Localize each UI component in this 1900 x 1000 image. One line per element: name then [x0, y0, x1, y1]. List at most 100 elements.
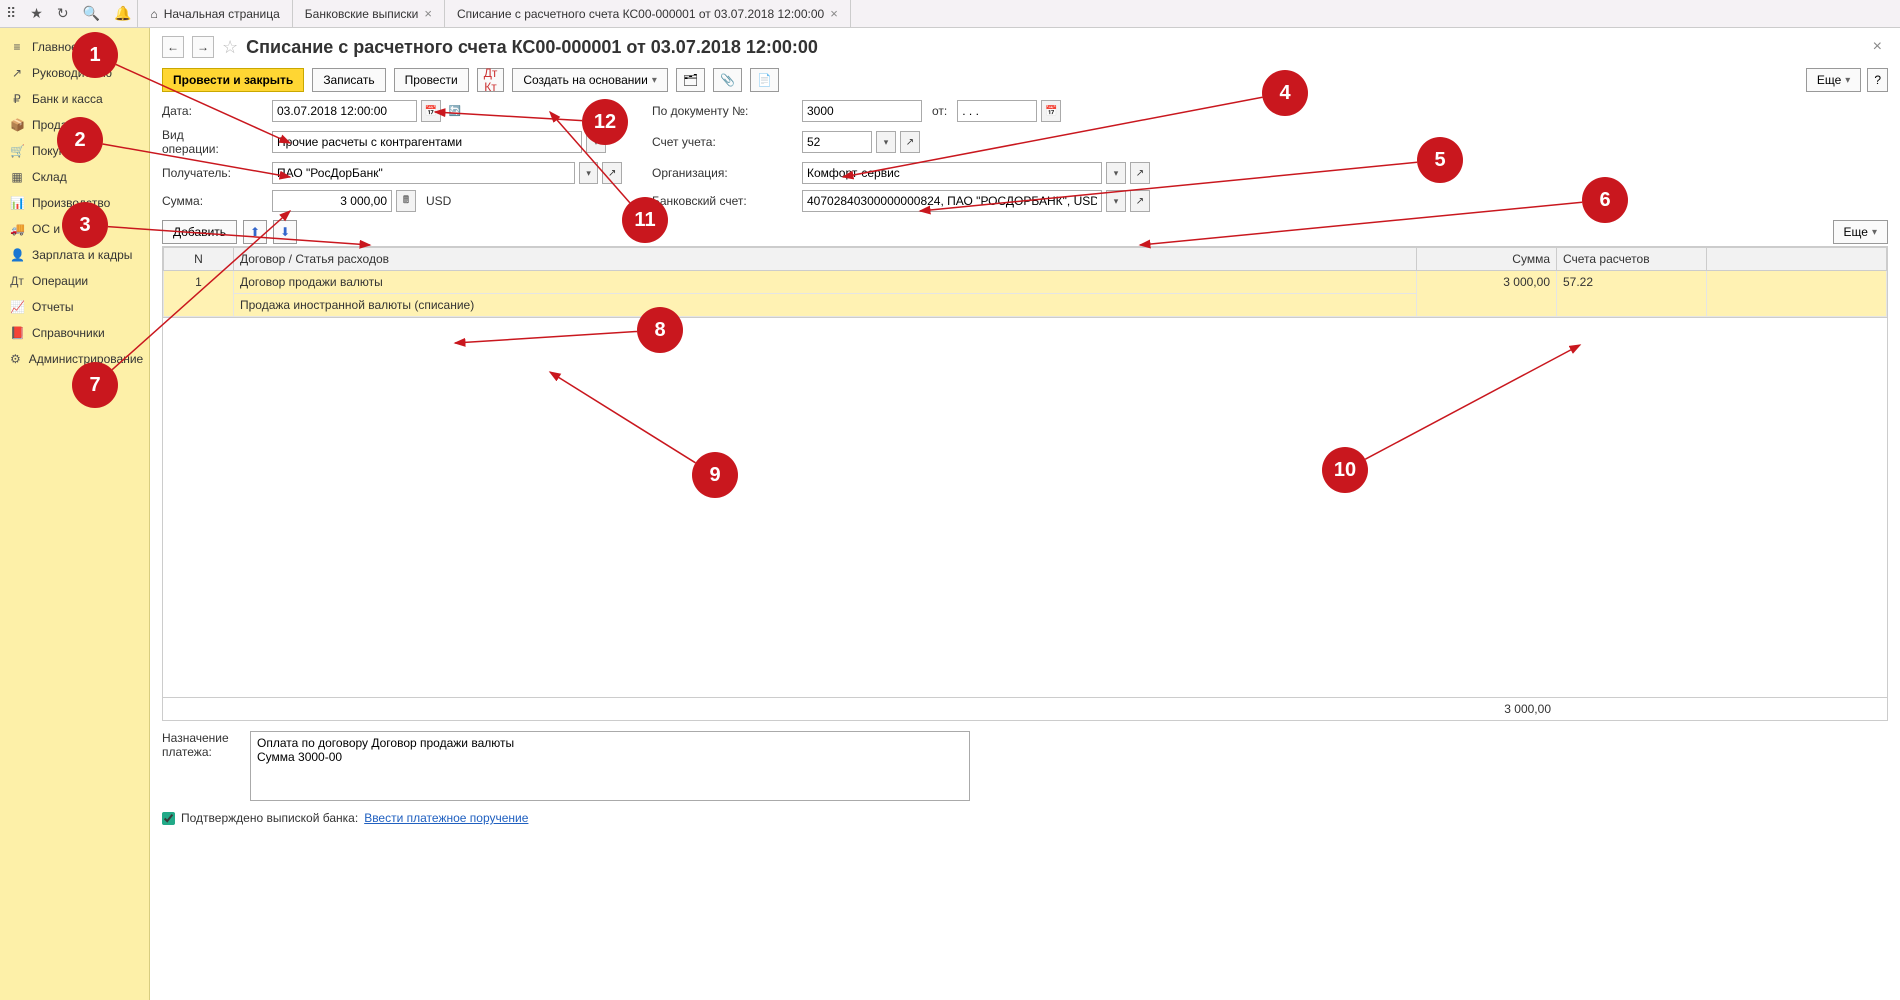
sidebar-item-label: Справочники [32, 326, 105, 340]
nav-forward-button[interactable]: → [192, 36, 214, 58]
callout-9: 9 [692, 452, 738, 498]
org-open-button[interactable]: ↗ [1130, 162, 1150, 184]
table-footer: 3 000,00 [162, 698, 1888, 721]
sum-input[interactable] [272, 190, 392, 212]
confirmed-checkbox[interactable] [162, 812, 175, 825]
sidebar-item-label: Главное [32, 40, 78, 54]
refresh-date-button[interactable]: 🔄 [445, 100, 465, 122]
post-and-close-button[interactable]: Провести и закрыть [162, 68, 304, 92]
post-button[interactable]: Провести [394, 68, 469, 92]
docnum-label: По документу №: [652, 104, 772, 118]
cell-sum[interactable]: 3 000,00 [1417, 271, 1557, 317]
trend-icon: ↗ [10, 66, 24, 80]
book-icon: 📕 [10, 326, 24, 340]
payee-dropdown-button[interactable] [579, 162, 599, 184]
dtkt-icon: Дт [10, 274, 24, 288]
sidebar-item-admin[interactable]: ⚙Администрирование [0, 346, 149, 372]
acct-label: Счет учета: [652, 135, 772, 149]
org-input[interactable] [802, 162, 1102, 184]
table-row[interactable]: 1 Договор продажи валюты 3 000,00 57.22 [164, 271, 1887, 294]
close-icon[interactable]: × [424, 6, 432, 21]
acct-dropdown-button[interactable] [876, 131, 896, 153]
tab-bank-statements[interactable]: Банковские выписки × [293, 0, 445, 27]
dtkt-button[interactable]: ДтКт [477, 68, 505, 92]
nav-back-button[interactable]: ← [162, 36, 184, 58]
table-more-button[interactable]: Еще [1833, 220, 1888, 244]
cell-n: 1 [164, 271, 234, 317]
favorite-star-icon[interactable]: ☆ [222, 37, 238, 58]
bank-input[interactable] [802, 190, 1102, 212]
gear-icon: ⚙ [10, 352, 21, 366]
memo-textarea[interactable] [250, 731, 970, 801]
from-date-input[interactable] [957, 100, 1037, 122]
currency-label: USD [426, 194, 451, 208]
sidebar-item-warehouse[interactable]: ▦Склад [0, 164, 149, 190]
col-extra[interactable] [1707, 248, 1887, 271]
callout-5: 5 [1417, 137, 1463, 183]
cell-expense[interactable]: Продажа иностранной валюты (списание) [234, 294, 1417, 317]
sidebar-item-label: Зарплата и кадры [32, 248, 132, 262]
calc-button[interactable]: 🖩 [396, 190, 416, 212]
cell-contract[interactable]: Договор продажи валюты [234, 271, 1417, 294]
move-down-button[interactable]: ⬇ [273, 220, 297, 244]
chart-icon: 📊 [10, 196, 24, 210]
sidebar: ≡Главное ↗Руководителю ₽Банк и касса 📦Пр… [0, 28, 150, 1000]
calendar-button[interactable]: 📅 [421, 100, 441, 122]
sum-label: Сумма: [162, 194, 242, 208]
search-icon[interactable]: 🔍 [83, 5, 100, 22]
bank-dropdown-button[interactable] [1106, 190, 1126, 212]
more-button[interactable]: Еще [1806, 68, 1861, 92]
tab-document[interactable]: Списание с расчетного счета КС00-000001 … [445, 0, 851, 27]
callout-7: 7 [72, 362, 118, 408]
close-icon[interactable]: × [830, 6, 838, 21]
payee-label: Получатель: [162, 166, 242, 180]
cell-acct[interactable]: 57.22 [1557, 271, 1707, 317]
table-wrap: N Договор / Статья расходов Сумма Счета … [162, 246, 1888, 318]
topbar-icons: ⠿ ★ ↻ 🔍 🔔 [0, 0, 137, 27]
sidebar-item-operations[interactable]: ДтОперации [0, 268, 149, 294]
col-n[interactable]: N [164, 248, 234, 271]
col-acct[interactable]: Счета расчетов [1557, 248, 1707, 271]
create-based-button[interactable]: Создать на основании [512, 68, 668, 92]
structure-button[interactable]: 🗂 [676, 68, 705, 92]
save-button[interactable]: Записать [312, 68, 385, 92]
sidebar-item-bank[interactable]: ₽Банк и касса [0, 86, 149, 112]
payee-open-button[interactable]: ↗ [602, 162, 622, 184]
callout-10: 10 [1322, 447, 1368, 493]
sidebar-item-label: Банк и касса [32, 92, 103, 106]
close-document-button[interactable]: × [1867, 38, 1888, 56]
print-button[interactable]: 📄 [750, 68, 779, 92]
move-up-button[interactable]: ⬆ [243, 220, 267, 244]
apps-icon[interactable]: ⠿ [6, 5, 16, 22]
from-label: от: [932, 104, 947, 118]
payment-order-link[interactable]: Ввести платежное поручение [364, 811, 528, 825]
payee-input[interactable] [272, 162, 575, 184]
docnum-input[interactable] [802, 100, 922, 122]
history-icon[interactable]: ↻ [57, 5, 69, 22]
col-contract[interactable]: Договор / Статья расходов [234, 248, 1417, 271]
tab-label: Начальная страница [164, 7, 280, 21]
home-icon: ⌂ [150, 7, 157, 21]
acct-input[interactable] [802, 131, 872, 153]
calendar-from-button[interactable]: 📅 [1041, 100, 1061, 122]
cell-extra [1707, 271, 1887, 317]
tab-home[interactable]: ⌂ Начальная страница [137, 0, 292, 27]
acct-open-button[interactable]: ↗ [900, 131, 920, 153]
menu-icon: ≡ [10, 40, 24, 54]
attach-button[interactable]: 📎 [713, 68, 742, 92]
star-icon[interactable]: ★ [30, 5, 43, 22]
org-dropdown-button[interactable] [1106, 162, 1126, 184]
sidebar-item-refs[interactable]: 📕 Справочники [0, 320, 149, 346]
callout-11: 11 [622, 197, 668, 243]
bank-open-button[interactable]: ↗ [1130, 190, 1150, 212]
sidebar-item-reports[interactable]: 📈Отчеты [0, 294, 149, 320]
memo-label: Назначение платежа: [162, 731, 242, 801]
bell-icon[interactable]: 🔔 [114, 5, 131, 22]
callout-6: 6 [1582, 177, 1628, 223]
help-button[interactable]: ? [1867, 68, 1888, 92]
col-sum[interactable]: Сумма [1417, 248, 1557, 271]
date-input[interactable] [272, 100, 417, 122]
optype-input[interactable] [272, 131, 582, 153]
add-row-button[interactable]: Добавить [162, 220, 237, 244]
callout-8: 8 [637, 307, 683, 353]
